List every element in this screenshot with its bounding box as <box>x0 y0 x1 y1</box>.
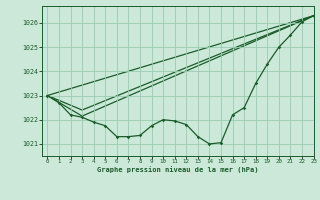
X-axis label: Graphe pression niveau de la mer (hPa): Graphe pression niveau de la mer (hPa) <box>97 167 258 173</box>
